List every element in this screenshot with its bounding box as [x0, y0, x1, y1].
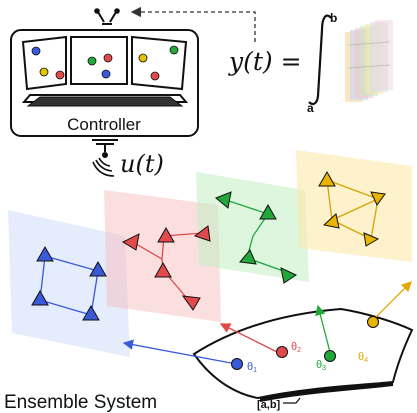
integral-lower-limit: a [307, 101, 314, 115]
theta1-point [231, 358, 243, 370]
node-red-2 [157, 226, 175, 243]
node-yellow-2 [370, 191, 386, 206]
arrow-theta4 [373, 281, 412, 320]
arrow-theta3 [315, 304, 331, 353]
node-red-4 [154, 261, 172, 278]
panel-dot-red-center [103, 53, 113, 63]
node-red-3 [193, 225, 211, 242]
theta2-point [276, 346, 288, 358]
controller-label: Controller [67, 115, 141, 134]
theta1-label: θ1 [247, 361, 257, 374]
panel-dot-yellow-left [39, 67, 49, 77]
panel-dot-blue-left [31, 46, 41, 56]
node-green-4 [280, 267, 298, 284]
ensemble-title: Ensemble System [4, 392, 157, 413]
stacked-snapshots [345, 20, 393, 102]
panel-dot-red-left [55, 70, 65, 80]
input-signal-label: u(t) [120, 150, 164, 178]
integral-sign [308, 14, 332, 106]
left-panel [21, 35, 67, 91]
panel-dot-blue-center [101, 69, 111, 79]
console-keyboard [26, 96, 184, 107]
panel-dot-red-right [150, 71, 160, 81]
feedback-arrow [130, 6, 256, 42]
antenna-icon [94, 8, 120, 25]
plane-green [196, 172, 309, 282]
center-panel [70, 36, 128, 85]
parameter-interval-label: [a,b] [257, 399, 281, 411]
theta3-point [324, 350, 336, 362]
graph-red [121, 225, 211, 311]
graph-blue [31, 245, 107, 321]
surface-sheet [192, 307, 414, 400]
output-label: y(t) = [228, 47, 302, 76]
parameter-points: θ1 θ2 θ3 θ4 [231, 316, 379, 374]
theta4-point [367, 316, 379, 328]
panel-dot-green-right [169, 45, 179, 55]
panel-dot-yellow-right [138, 53, 148, 63]
theta3-label: θ3 [316, 359, 326, 372]
interval-bracket [283, 397, 301, 404]
node-red-1 [121, 233, 140, 251]
output-equation: y(t) = b a [228, 11, 393, 115]
node-yellow-4 [322, 213, 340, 229]
node-blue-1 [36, 245, 54, 262]
node-green-2 [259, 203, 277, 220]
node-blue-2 [89, 260, 107, 277]
node-yellow-1 [318, 170, 336, 187]
parameter-surface [192, 307, 414, 402]
theta4-label: θ4 [358, 351, 368, 364]
signal-waves-icon [92, 157, 115, 177]
controller-unit: Controller u(t) [10, 8, 199, 178]
integral-upper-limit: b [330, 11, 337, 25]
node-red-5 [181, 295, 201, 311]
node-green-1 [215, 191, 232, 209]
node-blue-3 [82, 304, 100, 321]
graph-yellow [318, 170, 386, 247]
graph-green [215, 191, 298, 284]
node-blue-4 [31, 289, 49, 306]
plane-yellow [296, 150, 412, 262]
arrow-theta1 [122, 339, 232, 364]
node-yellow-3 [363, 232, 380, 247]
transmitter-icon [102, 152, 108, 158]
right-panel [131, 35, 188, 91]
panel-dot-green-center [87, 56, 97, 66]
theta2-label: θ2 [291, 341, 301, 354]
node-green-3 [239, 249, 257, 265]
arrow-theta2 [219, 323, 278, 353]
